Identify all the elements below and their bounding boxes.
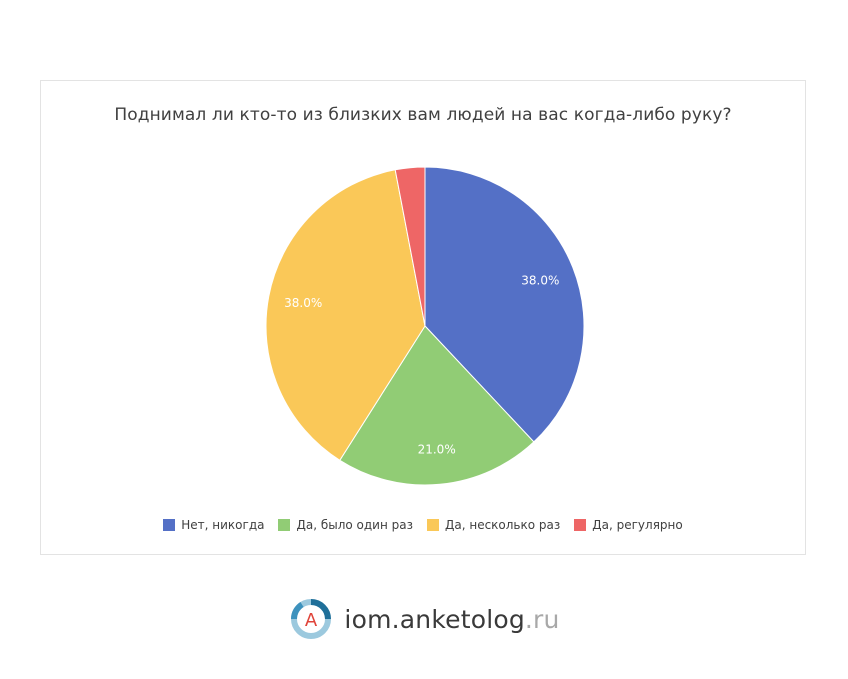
chart-legend: Нет, никогда Да, было один раз Да, неско…	[41, 518, 805, 532]
pie-slice[interactable]	[339, 325, 535, 486]
slice-data-label: 38.0%	[284, 296, 322, 310]
legend-label: Да, регулярно	[592, 518, 683, 532]
pie-slice[interactable]	[424, 166, 585, 443]
legend-item-regularly[interactable]: Да, регулярно	[574, 518, 683, 532]
legend-swatch	[574, 519, 587, 531]
legend-swatch	[278, 519, 291, 531]
legend-label: Да, было один раз	[296, 518, 413, 532]
brand-domain: iom.anketolog	[344, 604, 525, 634]
chart-title: Поднимал ли кто-то из близких вам людей …	[114, 105, 732, 125]
slice-data-label: 21.0%	[418, 442, 456, 456]
legend-label: Да, несколько раз	[444, 518, 561, 532]
pie-slice[interactable]	[265, 169, 426, 461]
pie-slice[interactable]	[394, 166, 426, 327]
legend-item-never[interactable]: Нет, никогда	[163, 518, 264, 532]
brand-tld: .ru	[524, 604, 560, 634]
anketolog-logo-icon: A	[291, 599, 332, 639]
brand-footer: A iom.anketolog.ru	[0, 596, 848, 642]
brand-name[interactable]: iom.anketolog.ru	[344, 605, 559, 634]
legend-label: Нет, никогда	[181, 518, 265, 532]
legend-item-several[interactable]: Да, несколько раз	[426, 518, 561, 532]
legend-swatch	[163, 519, 176, 531]
pie-chart: 38.0% 21.0% 38.0%	[265, 166, 585, 486]
chart-card: Поднимал ли кто-то из близких вам людей …	[40, 80, 806, 555]
logo-letter: A	[305, 610, 318, 631]
legend-item-once[interactable]: Да, было один раз	[278, 518, 413, 532]
legend-swatch	[426, 519, 439, 531]
slice-data-label: 38.0%	[521, 273, 559, 287]
